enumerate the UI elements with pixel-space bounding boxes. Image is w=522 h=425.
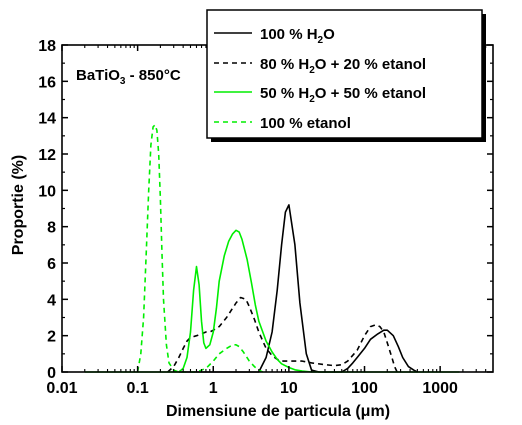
x-tick-label: 0.01 xyxy=(46,380,77,397)
y-tick-label: 2 xyxy=(47,329,56,346)
labels-layer: 0 2 4 6 8 10 12 14 16 18 0.01 0.1 1 10 100 1000 xyxy=(38,38,458,397)
sample-annotation: BaTiO3 - 850°C xyxy=(76,67,181,87)
x-title-part1: Dimensiune de particula ( xyxy=(166,403,361,420)
legend-label-part: 80 % H xyxy=(260,56,309,73)
annotation-subscript: 3 xyxy=(120,76,126,87)
y-tick-label: 14 xyxy=(38,111,56,128)
y-tick-label: 8 xyxy=(47,220,56,237)
x-tick-label: 100 xyxy=(351,380,378,397)
series-layer xyxy=(84,124,460,373)
series-line-4 xyxy=(136,124,264,373)
legend-label-part: 2 xyxy=(309,94,315,105)
x-title-mu: μ xyxy=(361,403,371,420)
ticks-layer xyxy=(61,44,493,373)
legend-label-2: 80 % H2O + 20 % etanol xyxy=(260,56,426,76)
series-line-3 xyxy=(84,229,460,373)
annotation-base: BaTiO xyxy=(76,67,120,84)
y-tick-label: 16 xyxy=(38,74,56,91)
legend-label-part: 2 xyxy=(309,65,315,76)
x-axis-title: Dimensiune de particula (μm) xyxy=(166,403,390,420)
legend-label-4: 100 % etanol xyxy=(260,115,351,132)
legend-label-part: 100 % etanol xyxy=(260,115,351,132)
x-tick-label: 0.1 xyxy=(127,380,149,397)
series-line-2 xyxy=(167,296,398,373)
legend-label-1: 100 % H2O xyxy=(260,26,335,46)
legend-label-3: 50 % H2O + 50 % etanol xyxy=(260,85,426,105)
series-line-1 xyxy=(178,204,418,373)
legend-label-part: 100 % H xyxy=(260,26,318,43)
legend-label-part: O xyxy=(323,26,335,43)
legend-label-part: 2 xyxy=(318,35,324,46)
x-tick-label: 1000 xyxy=(422,380,458,397)
legend-label-part: O + 50 % etanol xyxy=(315,85,426,102)
y-tick-label: 0 xyxy=(47,365,56,382)
y-tick-label: 12 xyxy=(38,147,56,164)
y-tick-label: 6 xyxy=(47,256,56,273)
annotation-rest: - 850°C xyxy=(125,67,180,84)
legend-box xyxy=(206,9,483,139)
x-tick-label: 10 xyxy=(280,380,298,397)
x-tick-label: 1 xyxy=(209,380,218,397)
y-tick-label: 18 xyxy=(38,38,56,55)
y-tick-label: 4 xyxy=(47,292,56,309)
x-title-part3: m) xyxy=(370,403,390,420)
legend-label-part: 50 % H xyxy=(260,85,309,102)
legend-label-part: O + 20 % etanol xyxy=(315,56,426,73)
y-tick-label: 10 xyxy=(38,183,56,200)
y-axis-title: Proportie (%) xyxy=(10,155,27,255)
